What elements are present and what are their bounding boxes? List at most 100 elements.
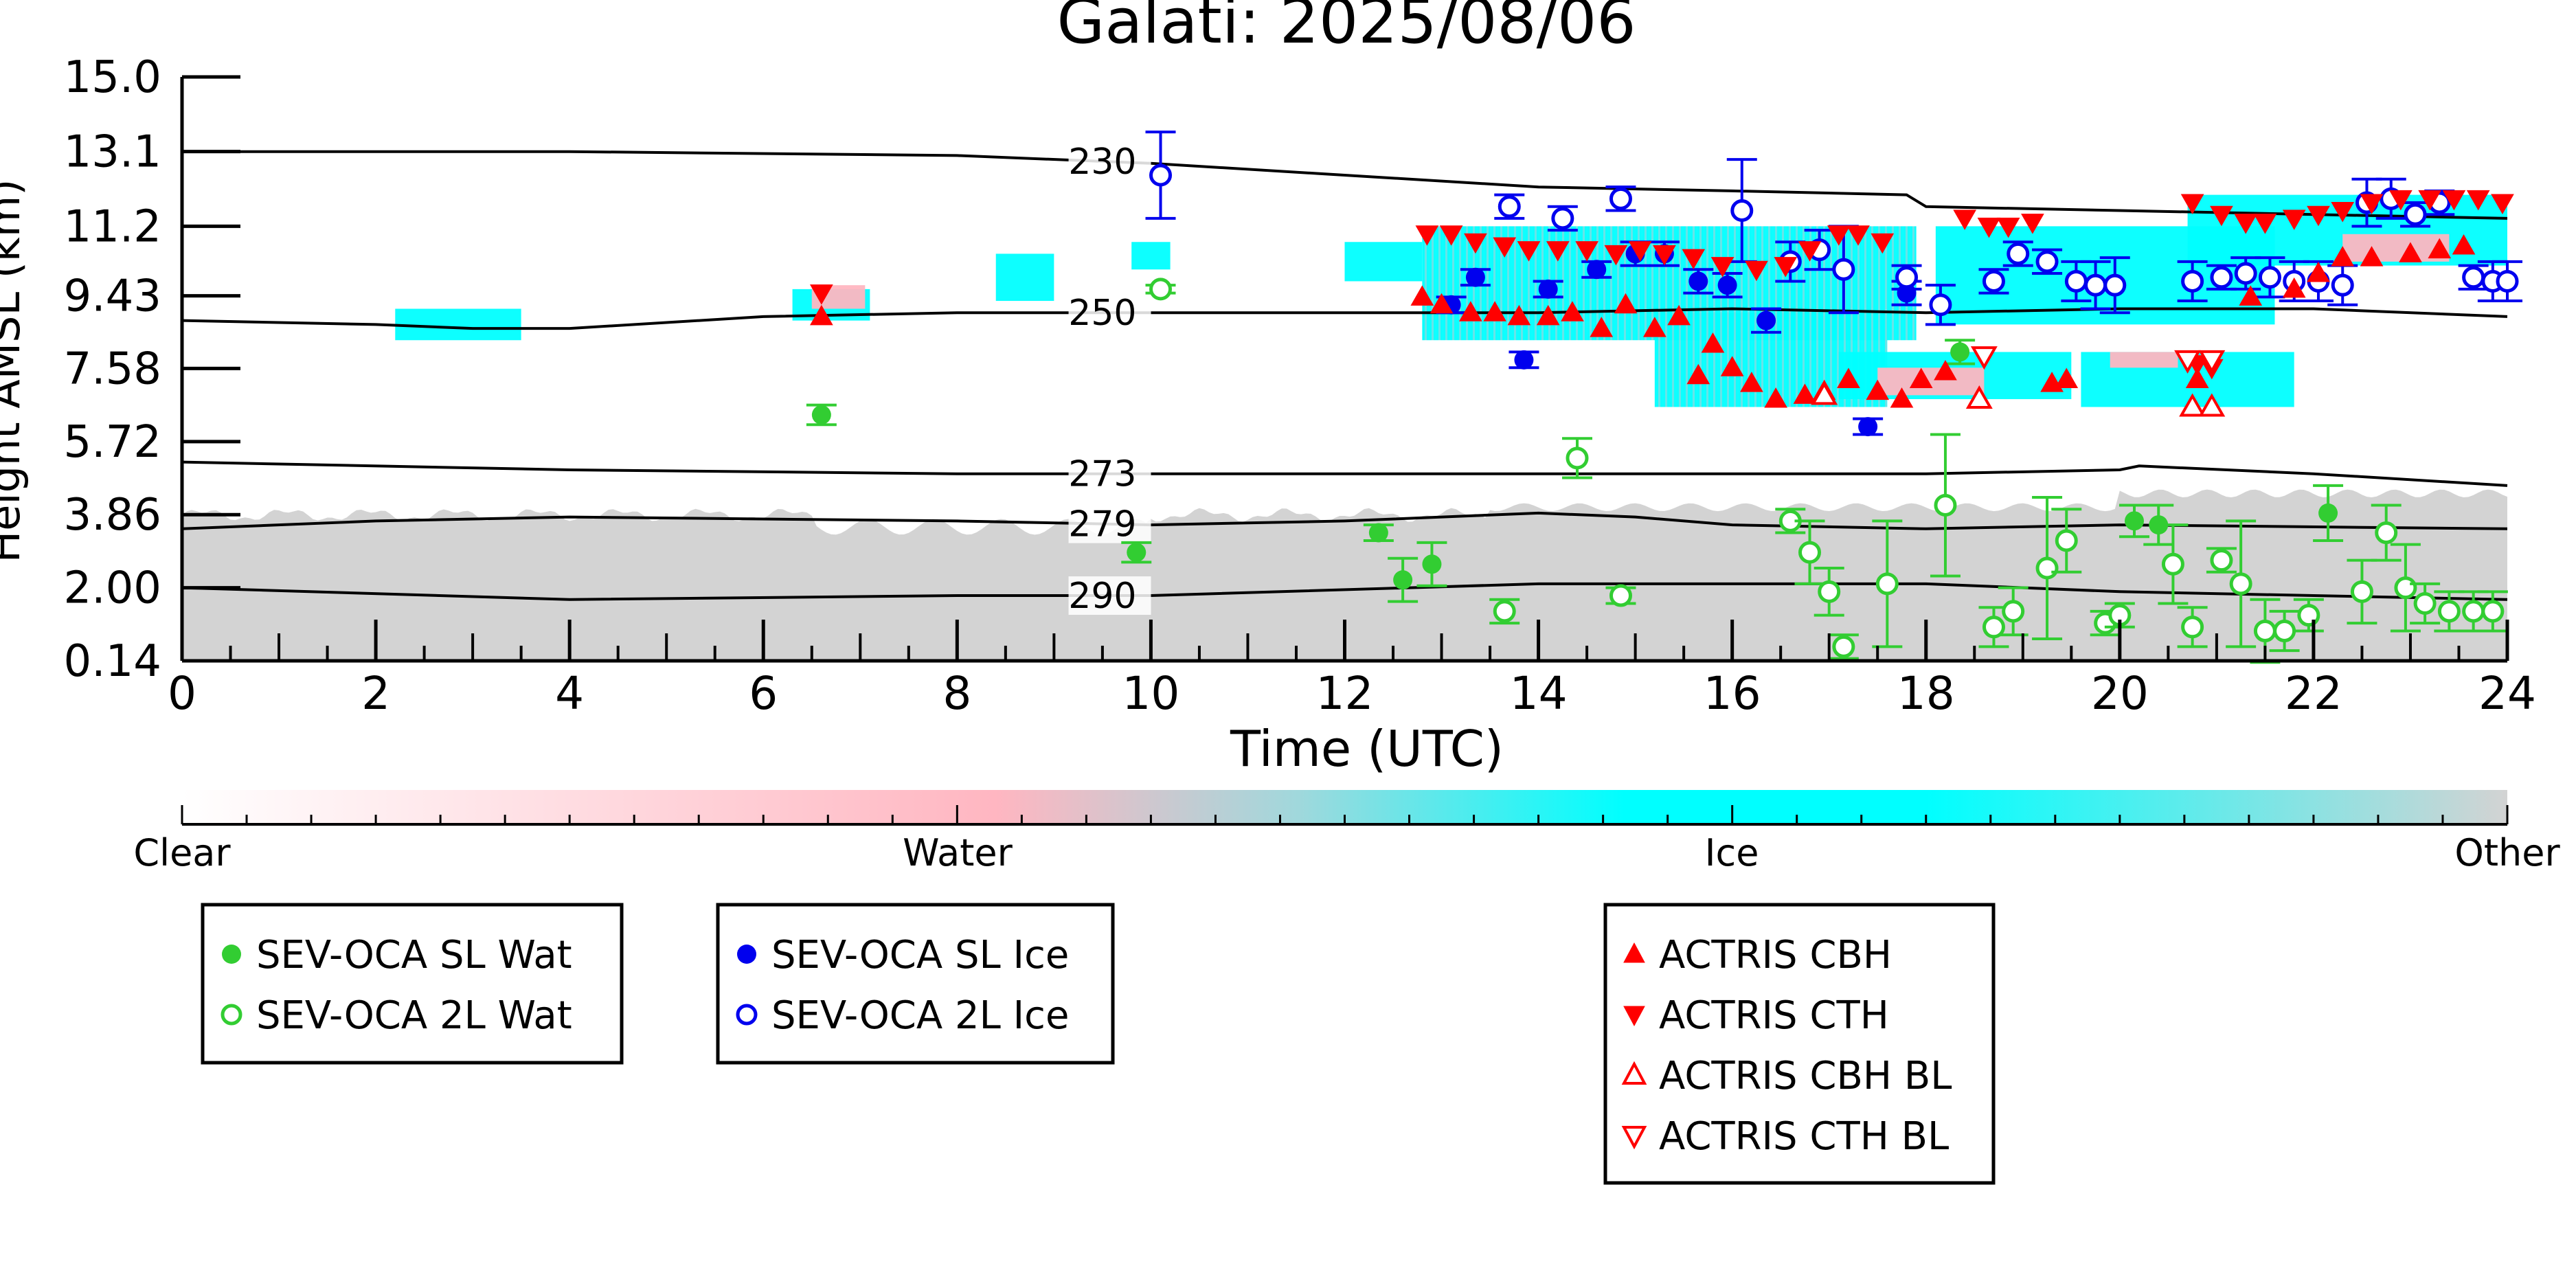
cloud-mask-patch: [395, 308, 521, 341]
marker-actris-cbh: [1483, 301, 1506, 321]
marker-actris-cbh: [1507, 304, 1531, 326]
chart-title: Galati: 2025/08/06: [1057, 0, 1636, 58]
x-tick-label: 2: [361, 667, 390, 720]
marker-actris-cbh: [1642, 317, 1667, 337]
legend-marker: [1623, 942, 1645, 963]
colorbar-ticks: [181, 805, 2509, 824]
marker-sev-oca-2l-wat: [2462, 600, 2485, 623]
isotherm-label-bg: [1068, 454, 1151, 493]
marker-actris-cth: [1871, 233, 1895, 254]
marker-sev-oca-sl-ice: [1717, 275, 1737, 295]
isotherm-label-bg: [1068, 576, 1151, 615]
marker-actris-cbh: [2307, 261, 2330, 282]
marker-sev-oca-2l-wat: [1493, 600, 1516, 623]
marker-sev-oca-2l-wat: [2394, 576, 2417, 600]
marker-actris-cth-bl: [2174, 350, 2202, 374]
marker-actris-cth: [1464, 233, 1487, 254]
marker-sev-oca-2l-wat: [1832, 635, 1855, 658]
marker-sev-oca-2l-wat: [1818, 580, 1841, 603]
colorbar-label-clear: Clear: [133, 831, 231, 874]
marker-sev-oca-2l-wat: [2055, 529, 2078, 552]
marker-actris-cth: [1415, 225, 1439, 246]
isotherm-label-bg: [1068, 504, 1151, 543]
marker-sev-oca-2l-wat: [1982, 615, 2005, 639]
marker-sev-oca-2l-ice: [1551, 207, 1574, 230]
marker-actris-cth-bl: [1970, 346, 1998, 370]
series-actris-cth-bl: [1970, 346, 2226, 374]
marker-actris-cbh: [1890, 387, 1914, 408]
marker-sev-oca-2l-ice: [1895, 266, 1919, 289]
marker-sev-oca-2l-wat: [2413, 591, 2437, 615]
isotherm-label-279: 279: [1068, 504, 1136, 545]
isotherm-label-bg: [1068, 293, 1151, 332]
marker-sev-oca-sl-wat: [811, 405, 831, 425]
cloud-mask-other-region: [182, 489, 2507, 661]
marker-actris-cbh-bl: [1965, 385, 1993, 409]
marker-actris-cth: [1493, 237, 1517, 258]
legend-label: ACTRIS CBH BL: [1659, 1054, 1952, 1098]
x-tick-label: 12: [1316, 667, 1374, 720]
marker-sev-oca-2l-ice: [2181, 269, 2204, 293]
marker-actris-cth: [2210, 205, 2233, 227]
marker-sev-oca-2l-wat: [1875, 572, 1899, 596]
x-tick-label: 4: [555, 667, 584, 720]
series-actris-cbh: [810, 234, 2476, 408]
marker-actris-cbh-bl: [2179, 393, 2206, 417]
marker-sev-oca-2l-ice: [2035, 250, 2059, 273]
marker-sev-oca-sl-wat: [2318, 503, 2338, 523]
y-tick-label: 9.43: [64, 271, 162, 322]
marker-actris-cbh: [1837, 368, 1860, 388]
marker-actris-cbh: [2399, 242, 2422, 262]
marker-actris-cbh: [1561, 301, 1584, 321]
marker-sev-oca-sl-wat: [1422, 554, 1442, 574]
marker-actris-cth: [1682, 249, 1706, 270]
marker-actris-cbh: [2331, 246, 2355, 267]
x-tick-label: 16: [1704, 667, 1761, 720]
marker-actris-cth: [1996, 217, 2020, 238]
marker-actris-cbh: [1410, 285, 1434, 306]
marker-actris-cbh: [1667, 304, 1691, 326]
x-tick-label: 6: [749, 667, 778, 720]
legend-marker: [221, 1004, 242, 1026]
marker-actris-cth: [2234, 214, 2258, 234]
marker-actris-cbh: [1793, 383, 1817, 404]
legend: SEV-OCA SL Wat SEV-OCA 2L Wat SEV-OCA SL I…: [201, 903, 1996, 1185]
y-tick-label: 0.14: [64, 636, 162, 687]
marker-actris-cth: [2466, 190, 2490, 211]
cloud-mask-patch: [995, 253, 1054, 302]
marker-actris-cbh: [1764, 387, 1787, 408]
marker-sev-oca-2l-ice: [1149, 163, 1173, 187]
marker-actris-cbh: [2055, 368, 2079, 388]
isotherm-label-250: 250: [1068, 293, 1136, 334]
marker-actris-cbh-bl: [1811, 381, 1838, 405]
legend-label: ACTRIS CTH: [1659, 993, 1889, 1038]
marker-sev-oca-sl-wat: [1368, 523, 1388, 543]
marker-actris-cbh-bl: [2198, 393, 2226, 417]
legend-frame: [201, 903, 624, 1065]
marker-actris-cbh: [1614, 293, 1638, 314]
marker-actris-cth: [2360, 194, 2384, 215]
marker-sev-oca-2l-ice: [2210, 266, 2233, 289]
marker-actris-cbh: [1536, 304, 1560, 326]
marker-actris-cbh: [1590, 317, 1614, 337]
marker-sev-oca-2l-wat: [1149, 278, 1173, 301]
marker-sev-oca-sl-wat: [1393, 570, 1413, 590]
marker-sev-oca-2l-wat: [2375, 521, 2398, 545]
marker-sev-oca-2l-wat: [2273, 620, 2296, 643]
marker-actris-cbh: [1934, 359, 1957, 381]
marker-sev-oca-2l-ice: [2084, 273, 2108, 297]
marker-actris-cth: [2180, 194, 2204, 215]
y-axis-label: Height AMSL (km): [0, 179, 30, 563]
y-tick-label: 5.72: [64, 417, 162, 468]
x-axis-label: Time (UTC): [1230, 720, 1504, 778]
colorbar: Clear Water Ice Other: [133, 790, 2560, 874]
marker-actris-cth: [1653, 245, 1676, 266]
x-tick-label: 20: [2091, 667, 2149, 720]
marker-sev-oca-sl-ice: [1688, 271, 1708, 291]
marker-sev-oca-sl-ice: [1465, 267, 1485, 287]
marker-actris-cbh: [1458, 301, 1482, 321]
marker-actris-cth: [2442, 190, 2466, 211]
series-actris-cth: [810, 190, 2514, 380]
isotherm-line-230: [182, 150, 2508, 220]
legend-marker: [1621, 1126, 1647, 1150]
